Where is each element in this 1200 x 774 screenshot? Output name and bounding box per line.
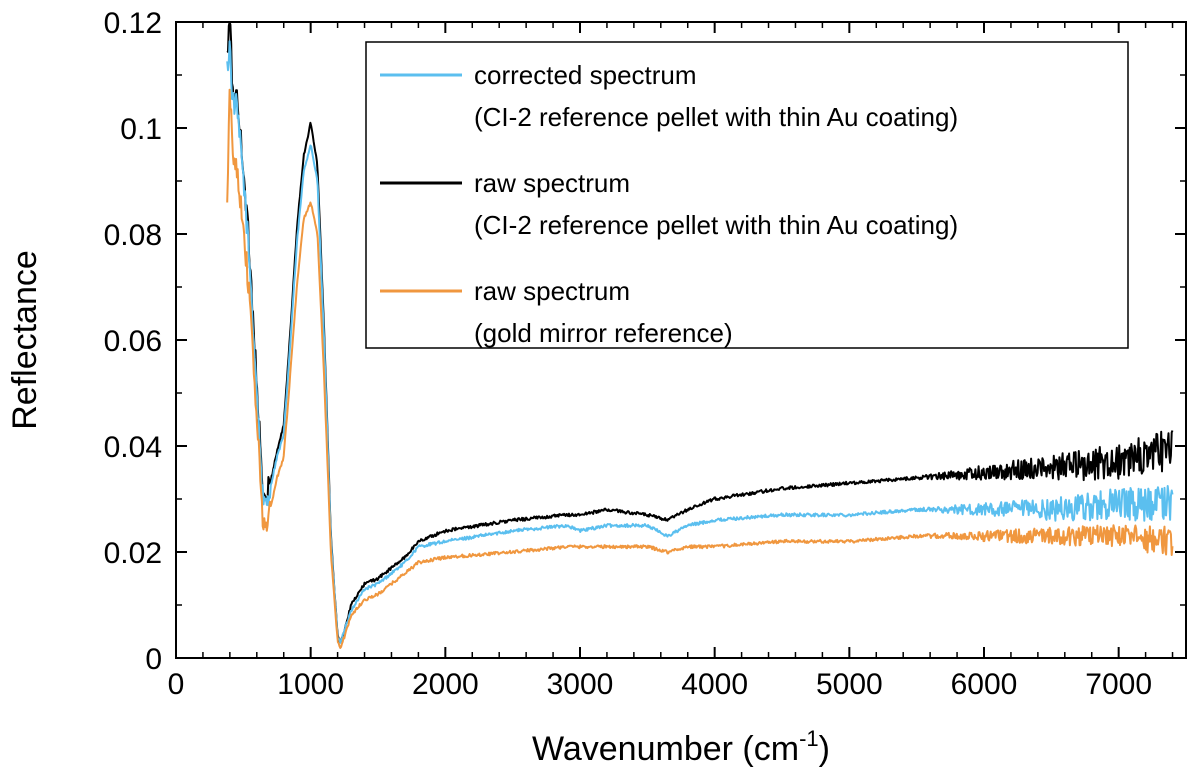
x-tick-label: 5000 <box>816 668 883 701</box>
legend: corrected spectrum (CI-2 reference pellet… <box>365 41 1129 349</box>
legend-label: raw spectrum <box>474 276 630 306</box>
series-line <box>226 21 1174 643</box>
legend-box <box>365 41 1129 349</box>
x-tick-label: 6000 <box>951 668 1018 701</box>
y-tick-label: 0.12 <box>104 7 162 40</box>
y-tick-label: 0 <box>145 643 162 676</box>
series-line <box>226 88 1174 649</box>
y-axis-title: Reflectance <box>6 250 44 430</box>
y-tick-label: 0.08 <box>104 219 162 252</box>
axis-ticks: 0 1000 2000 3000 4000 5000 6000 7000 0 0.02 0.04 0.… <box>104 7 1186 701</box>
series-layer <box>226 21 1174 649</box>
legend-sublabel: (gold mirror reference) <box>474 318 733 348</box>
legend-sublabel: (CI-2 reference pellet with thin Au coat… <box>474 102 958 132</box>
y-tick-label: 0.1 <box>120 113 162 146</box>
legend-sublabel: (CI-2 reference pellet with thin Au coat… <box>474 210 958 240</box>
legend-label: raw spectrum <box>474 168 630 198</box>
x-tick-label: 1000 <box>277 668 344 701</box>
y-tick-label: 0.04 <box>104 431 162 464</box>
x-axis-title-text: Wavenumber (cm <box>532 730 799 768</box>
x-tick-label: 4000 <box>681 668 748 701</box>
x-axis-title-close: ) <box>819 730 830 768</box>
legend-label: corrected spectrum <box>474 60 697 90</box>
x-tick-label: 3000 <box>547 668 614 701</box>
x-axis-title-exponent: -1 <box>799 726 819 751</box>
x-tick-label: 2000 <box>412 668 479 701</box>
x-tick-label: 7000 <box>1085 668 1152 701</box>
x-axis-title: Wavenumber (cm-1) <box>532 726 830 768</box>
series-line <box>226 40 1174 644</box>
y-tick-label: 0.02 <box>104 537 162 570</box>
y-tick-label: 0.06 <box>104 325 162 358</box>
x-tick-label: 0 <box>168 668 185 701</box>
